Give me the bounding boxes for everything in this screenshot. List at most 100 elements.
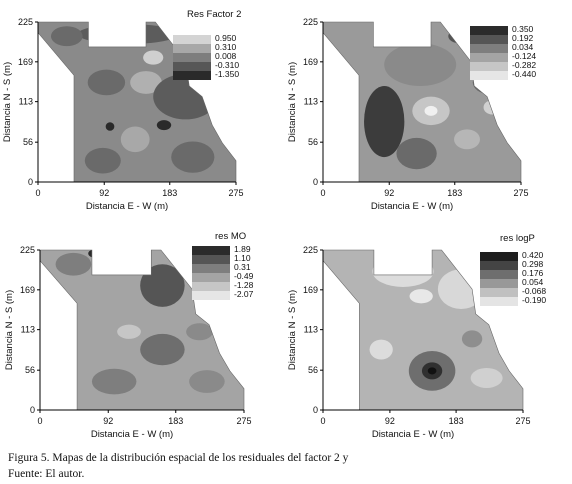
y-tick-label: 113 xyxy=(21,325,35,335)
legend-label: 1.10 xyxy=(234,253,251,263)
legend-swatch xyxy=(173,44,211,53)
chart-title: Res Factor 2 xyxy=(187,9,241,20)
legend-swatch xyxy=(480,252,518,261)
contour-region-6 xyxy=(120,126,150,153)
legend-label: 1.89 xyxy=(234,244,251,254)
x-tick-label: 275 xyxy=(513,188,528,198)
y-tick-label: 0 xyxy=(28,177,33,187)
contour-region-2 xyxy=(50,26,83,47)
legend-swatch xyxy=(173,62,211,71)
y-axis-title: Distancia N - S (m) xyxy=(287,62,298,142)
contour-region-5 xyxy=(153,73,219,120)
y-tick-label: 56 xyxy=(308,137,318,147)
contour-region-3 xyxy=(409,289,433,304)
contour-region-1 xyxy=(77,24,179,45)
legend-label: 0.008 xyxy=(215,51,237,61)
x-tick-label: 183 xyxy=(447,188,462,198)
x-tick-label: 92 xyxy=(385,416,395,426)
y-tick-label: 113 xyxy=(304,325,318,335)
legend-swatch xyxy=(192,264,230,273)
legend-swatch xyxy=(470,44,508,53)
contour-region-5 xyxy=(91,368,137,395)
legend-label: -0.440 xyxy=(512,69,536,79)
y-axis-title: Distancia N - S (m) xyxy=(287,290,298,370)
legend-label: 0.420 xyxy=(522,250,544,260)
legend-swatch xyxy=(480,279,518,288)
y-tick-label: 0 xyxy=(313,405,318,415)
contour-region-9 xyxy=(156,120,172,131)
contour-region-2 xyxy=(364,86,405,158)
legend-label: -2.07 xyxy=(234,289,254,299)
field-outline xyxy=(322,21,522,183)
x-tick-label: 92 xyxy=(384,188,394,198)
chart-panel-4: 0 92 183 275 0 56 113 169 225 Distancia E - W (m)… xyxy=(287,233,546,440)
x-tick-label: 92 xyxy=(99,188,109,198)
legend-label: 0.054 xyxy=(522,277,544,287)
legend: 1.891.100.31-0.49-1.28-2.07 xyxy=(192,244,254,300)
contour-region-4 xyxy=(130,71,162,94)
legend-label: -0.068 xyxy=(522,286,546,296)
legend-label: 0.31 xyxy=(234,262,251,272)
contour-region-4 xyxy=(424,105,438,116)
contour-region-1 xyxy=(372,255,434,287)
legend-label: 0.350 xyxy=(512,24,534,34)
contour-region-5 xyxy=(396,137,437,170)
legend-label: -1.350 xyxy=(215,69,239,79)
x-tick-label: 0 xyxy=(320,188,325,198)
figure-source: Fuente: El autor. xyxy=(8,468,85,480)
contour-region-8 xyxy=(171,141,215,173)
y-tick-label: 56 xyxy=(25,365,35,375)
contour-region-9 xyxy=(448,29,472,44)
legend-swatch xyxy=(192,246,230,255)
legend-label: -0.282 xyxy=(512,60,536,70)
contour-region-7 xyxy=(369,339,393,360)
legend-swatch xyxy=(192,282,230,291)
figure-caption: Figura 5. Mapas de la distribución espac… xyxy=(8,452,349,464)
legend-label: -0.310 xyxy=(215,60,239,70)
y-tick-label: 169 xyxy=(20,285,35,295)
legend-swatch xyxy=(470,26,508,35)
chart-panel-1: 0 92 183 275 0 56 113 169 225 Distancia E - W (m)… xyxy=(2,9,244,212)
y-tick-label: 225 xyxy=(18,17,33,27)
x-tick-label: 275 xyxy=(236,416,251,426)
y-tick-label: 113 xyxy=(304,97,318,107)
chart-panel-2: 0 92 183 275 0 56 113 169 225 Distancia E - W (m)… xyxy=(287,17,536,212)
contour-region-7 xyxy=(84,147,121,174)
legend-label: 0.310 xyxy=(215,42,237,52)
chart-panel-3: 0 92 183 275 0 56 113 169 225 Distancia E - W (m)… xyxy=(4,231,254,440)
y-tick-label: 56 xyxy=(308,365,318,375)
contour-region-8 xyxy=(470,368,503,388)
field-outline xyxy=(39,249,245,411)
y-tick-label: 169 xyxy=(303,57,318,67)
y-tick-label: 113 xyxy=(19,97,33,107)
legend-swatch xyxy=(470,35,508,44)
x-tick-label: 183 xyxy=(168,416,183,426)
legend-label: -0.124 xyxy=(512,51,536,61)
legend-label: 0.192 xyxy=(512,33,534,43)
chart-title: res logP xyxy=(500,233,535,244)
contour-region-10 xyxy=(105,122,115,131)
legend-label: 0.298 xyxy=(522,259,544,269)
legend-swatch xyxy=(192,255,230,264)
legend-label: -1.28 xyxy=(234,280,254,290)
field-outline xyxy=(322,249,524,411)
legend-label: 0.176 xyxy=(522,268,544,278)
x-tick-label: 0 xyxy=(37,416,42,426)
contour-region-2 xyxy=(88,250,104,258)
x-tick-label: 183 xyxy=(162,188,177,198)
legend-label: 0.950 xyxy=(215,33,237,43)
contour-region-1 xyxy=(384,43,457,86)
legend-swatch xyxy=(480,261,518,270)
chart-title: res MO xyxy=(215,231,246,242)
contour-region-7 xyxy=(117,324,141,339)
contour-region-6 xyxy=(427,367,437,375)
legend-label: -0.190 xyxy=(522,295,546,305)
field-outline xyxy=(37,21,237,183)
figure-panels: 0 92 183 275 0 56 113 169 225 Distancia E - W (m)… xyxy=(2,9,546,440)
contour-region-8 xyxy=(189,370,225,393)
x-tick-label: 92 xyxy=(103,416,113,426)
y-tick-label: 169 xyxy=(18,57,33,67)
contour-region-3 xyxy=(140,264,185,307)
